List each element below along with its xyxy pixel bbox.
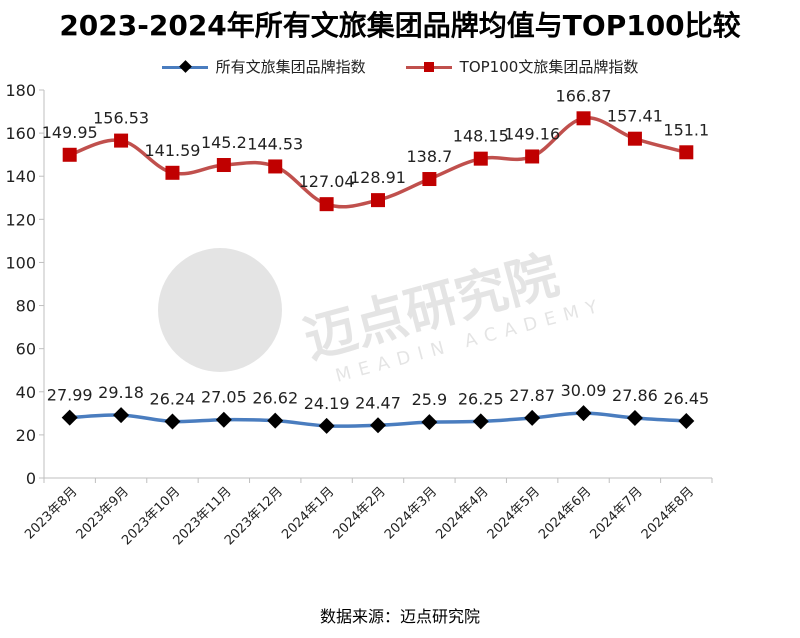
data-point-series1 [164,413,181,430]
x-tick-label: 2024年4月 [433,484,491,542]
data-point-series1 [472,413,489,430]
data-label-series2: 141.59 [144,141,200,160]
data-label-series2: 156.53 [93,109,149,128]
x-tick-label: 2024年3月 [382,484,440,542]
data-point-series2 [473,151,488,166]
y-tick-label: 40 [16,383,36,402]
data-point-series1 [370,417,386,434]
data-label-series1: 27.86 [612,386,658,405]
x-tick-label: 2024年2月 [331,484,389,542]
data-label-series2: 127.04 [299,172,355,191]
data-label-series2: 138.7 [406,147,452,166]
x-tick-label: 2024年1月 [279,484,337,542]
y-tick-label: 0 [26,469,36,488]
data-label-series1: 30.09 [561,381,607,400]
chart-legend: 所有文旅集团品牌指数 TOP100文旅集团品牌指数 [0,56,800,77]
legend-item-series2: TOP100文旅集团品牌指数 [405,56,639,77]
data-label-series2: 128.91 [350,168,406,187]
data-label-series1: 24.19 [304,394,350,413]
x-tick-label: 2024年8月 [639,484,697,542]
data-point-series2 [422,172,437,187]
data-point-series2 [627,131,642,146]
legend-swatch-series2 [405,60,452,74]
x-tick-label: 2024年7月 [588,484,646,542]
data-source: 数据来源：迈点研究院 [319,607,480,626]
data-label-series1: 27.99 [47,386,93,405]
data-label-series1: 25.9 [412,390,448,409]
data-label-series1: 24.47 [355,393,401,412]
y-tick-label: 80 [16,297,36,316]
y-tick-label: 160 [5,124,36,143]
data-point-series1 [524,409,541,426]
y-tick-label: 100 [5,253,36,272]
x-tick-label: 2024年5月 [485,484,543,542]
data-point-series1 [267,412,284,429]
y-tick-label: 180 [5,81,36,100]
y-tick-label: 60 [16,340,36,359]
data-point-series1 [678,412,695,429]
data-label-series1: 26.45 [663,389,709,408]
data-label-series1: 27.87 [509,386,555,405]
data-point-series2 [165,165,180,180]
data-label-series1: 26.62 [252,389,298,408]
legend-label-series1: 所有文旅集团品牌指数 [215,58,366,76]
data-label-series2: 148.15 [453,127,509,146]
legend-item-series1: 所有文旅集团品牌指数 [161,56,366,77]
data-point-series2 [62,147,77,162]
data-label-series2: 145.2 [201,133,247,152]
x-tick-label: 2023年8月 [22,484,80,542]
legend-swatch-series1 [161,59,208,74]
y-tick-label: 120 [5,210,36,229]
data-label-series2: 149.95 [42,123,98,142]
data-point-series1 [113,407,130,424]
data-label-series2: 151.1 [663,120,709,139]
data-point-series2 [679,145,694,160]
data-point-series1 [575,405,592,422]
data-point-series2 [576,111,591,126]
x-tick-label: 2024年6月 [536,484,594,542]
data-point-series1 [215,411,232,428]
data-point-series1 [61,409,78,426]
data-point-series2 [216,158,231,173]
data-point-series2 [114,133,129,148]
data-point-series1 [421,414,438,431]
data-label-series1: 27.05 [201,388,247,407]
y-tick-label: 20 [16,426,36,445]
legend-label-series2: TOP100文旅集团品牌指数 [459,58,639,76]
data-point-series2 [319,197,334,212]
data-label-series2: 157.41 [607,107,663,126]
data-label-series1: 26.24 [150,389,196,408]
data-point-series1 [318,417,335,434]
chart-title: 2023-2024年所有文旅集团品牌均值与TOP100比较 [59,9,741,42]
y-tick-label: 140 [5,167,36,186]
data-point-series2 [525,149,540,164]
data-label-series2: 144.53 [247,134,303,153]
data-point-series2 [268,159,283,174]
data-point-series1 [626,409,643,426]
data-label-series2: 149.16 [504,124,560,143]
data-label-series1: 29.18 [98,383,144,402]
data-point-series2 [371,193,385,208]
data-label-series1: 26.25 [458,389,504,408]
data-label-series2: 166.87 [556,86,612,105]
